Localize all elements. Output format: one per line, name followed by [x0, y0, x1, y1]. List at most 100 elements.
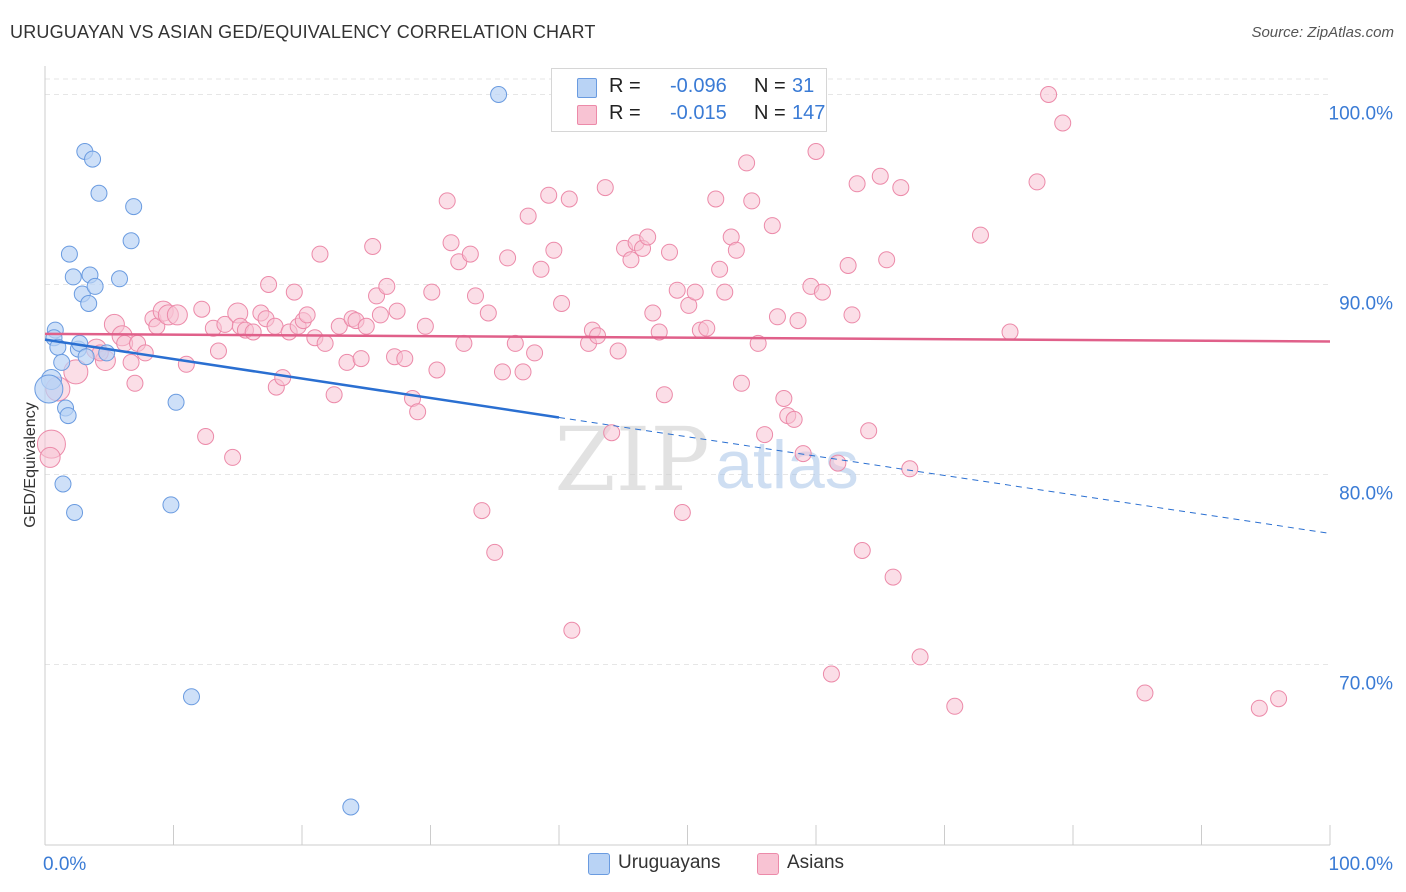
asian-point	[716, 283, 734, 301]
asian-point	[644, 304, 662, 322]
asian-legend-swatch	[757, 853, 779, 875]
asian-point	[622, 251, 640, 269]
asian-point	[197, 428, 215, 445]
asian-point	[526, 344, 544, 362]
asian-point	[371, 306, 389, 324]
uruguayan-point	[342, 798, 360, 816]
asian-point	[843, 306, 861, 324]
asian-point	[325, 386, 343, 404]
asian-point	[506, 334, 524, 352]
uruguayan-point	[66, 504, 84, 521]
asian-point	[768, 308, 786, 326]
watermark-zip: ZIP	[554, 408, 709, 511]
asian-swatch	[577, 105, 597, 125]
trend-lines	[44, 332, 1331, 534]
asian-point	[39, 446, 61, 468]
legend-n-value: 31	[792, 75, 815, 97]
asian-point	[763, 217, 781, 235]
asian-point	[122, 353, 140, 371]
uruguayan-point	[122, 232, 140, 250]
asian-point	[338, 353, 356, 371]
uruguayan-legend-swatch	[588, 853, 610, 875]
asian-point	[860, 422, 878, 440]
asian-point	[378, 277, 396, 295]
asian-points	[36, 86, 1288, 717]
asian-point	[423, 283, 441, 301]
asian-point	[871, 167, 889, 185]
uruguayan-point	[53, 353, 71, 371]
asian-point	[848, 175, 866, 193]
asian-point	[789, 312, 807, 330]
uruguayan-point	[86, 277, 104, 295]
asian-point	[727, 241, 745, 259]
legend-n-label: N =	[754, 102, 786, 124]
asian-point	[749, 334, 767, 352]
uruguayan-trend-extension	[558, 417, 1331, 534]
asian-point	[673, 504, 691, 521]
bottom-legend-label: Uruguayans	[618, 852, 721, 873]
asian-point	[330, 317, 348, 335]
asian-point	[775, 390, 793, 407]
asian-point	[911, 648, 929, 666]
asian-point	[298, 306, 316, 324]
asian-point	[532, 260, 550, 278]
asian-point	[596, 179, 614, 197]
asian-point	[785, 410, 803, 428]
asian-point	[829, 454, 847, 472]
asian-point	[553, 295, 571, 312]
asian-point	[177, 355, 195, 373]
asian-point	[409, 403, 427, 421]
asian-point	[442, 234, 460, 252]
uruguayan-point	[84, 150, 102, 168]
asian-point	[540, 186, 558, 204]
uruguayan-point	[59, 407, 77, 425]
asian-point	[357, 317, 375, 335]
asian-point	[946, 697, 964, 715]
y-axis-title: GED/Equivalency	[22, 402, 39, 527]
asian-point	[732, 374, 750, 392]
asian-point	[661, 243, 679, 261]
asian-point	[560, 190, 578, 208]
y-tick-label: 80.0%	[1339, 484, 1393, 505]
asian-point	[224, 448, 242, 466]
asian-point	[266, 317, 284, 335]
asian-point	[416, 317, 434, 335]
asian-point	[455, 334, 473, 352]
asian-point	[878, 251, 896, 269]
uruguayan-points	[34, 86, 508, 816]
asian-point	[639, 228, 657, 246]
axis-labels: 70.0% 80.0% 90.0% 100.0% 0.0% 100.0% GED/Equiv…	[22, 104, 1393, 876]
uruguayan-point	[162, 496, 180, 514]
uruguayan-point	[490, 86, 508, 103]
asian-point	[1136, 684, 1154, 702]
uruguayan-point	[80, 295, 98, 312]
legend-r-label: R =	[609, 75, 641, 97]
uruguayan-point	[64, 268, 82, 286]
asian-point	[316, 334, 334, 352]
uruguayan-point	[182, 688, 200, 706]
asian-point	[655, 386, 673, 404]
asian-point	[479, 304, 497, 322]
uruguayan-point	[125, 198, 143, 216]
asian-point	[388, 302, 406, 320]
chart-title: URUGUAYAN VS ASIAN GED/EQUIVALENCY CORRE…	[10, 22, 596, 42]
asian-point	[519, 207, 537, 225]
asian-point	[260, 276, 278, 293]
asian-point	[1040, 86, 1058, 103]
asian-point	[1028, 173, 1046, 191]
asian-point	[738, 154, 756, 172]
asian-point	[493, 363, 511, 381]
asian-point	[486, 543, 504, 561]
watermark: ZIP atlas	[554, 408, 858, 511]
asian-point	[839, 257, 857, 274]
asian-point	[193, 300, 211, 318]
asian-point	[209, 342, 227, 360]
asian-point	[686, 283, 704, 301]
uruguayan-point	[90, 184, 108, 202]
asian-point	[1270, 690, 1288, 708]
asian-trend-line	[44, 332, 1331, 343]
asian-point	[396, 350, 414, 368]
asian-point	[901, 460, 919, 478]
asian-point	[1001, 323, 1019, 341]
